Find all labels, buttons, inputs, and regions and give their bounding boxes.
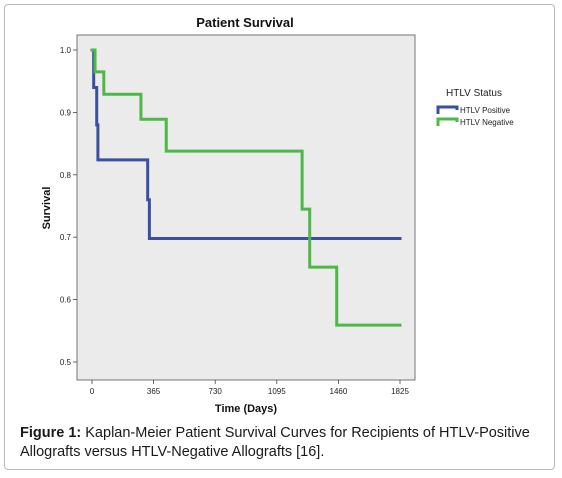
caption-text: Kaplan-Meier Patient Survival Curves for… [20, 425, 530, 460]
chart-title: Patient Survival [196, 15, 294, 30]
x-tick-label: 1460 [330, 387, 348, 396]
legend-title: HTLV Status [446, 88, 502, 99]
y-tick-label: 0.6 [60, 296, 72, 305]
x-tick-label: 1825 [391, 387, 409, 396]
legend-swatch [436, 105, 459, 114]
x-tick-label: 1095 [268, 387, 286, 396]
y-tick-label: 0.9 [60, 108, 72, 117]
y-tick-label: 0.5 [60, 358, 72, 367]
series-layer [90, 48, 402, 327]
htlv-positive-curve [90, 48, 402, 240]
x-axis: 0 365 730 1095 1460 1825 [90, 380, 409, 396]
y-tick-label: 0.7 [60, 233, 72, 242]
legend-entry-label: HTLV Negative [460, 118, 514, 127]
legend-swatch [436, 117, 459, 126]
x-tick-label: 365 [147, 387, 161, 396]
legend: HTLV Status HTLV Positive HTLV Negative [436, 88, 514, 127]
htlv-negative-curve [90, 48, 402, 327]
y-axis-title: Survival [41, 187, 53, 230]
x-tick-label: 730 [209, 387, 223, 396]
plot-background [76, 34, 416, 381]
figure-label: Figure 1: [20, 425, 82, 441]
y-tick-label: 0.8 [60, 171, 72, 180]
x-axis-title: Time (Days) [215, 403, 277, 415]
x-tick-label: 0 [90, 387, 95, 396]
figure-caption: Figure 1: Kaplan-Meier Patient Survival … [20, 424, 540, 462]
legend-entry-label: HTLV Positive [460, 106, 511, 115]
y-tick-label: 1.0 [60, 46, 72, 55]
y-axis: 0.5 0.6 0.7 0.8 0.9 1.0 [60, 46, 77, 367]
